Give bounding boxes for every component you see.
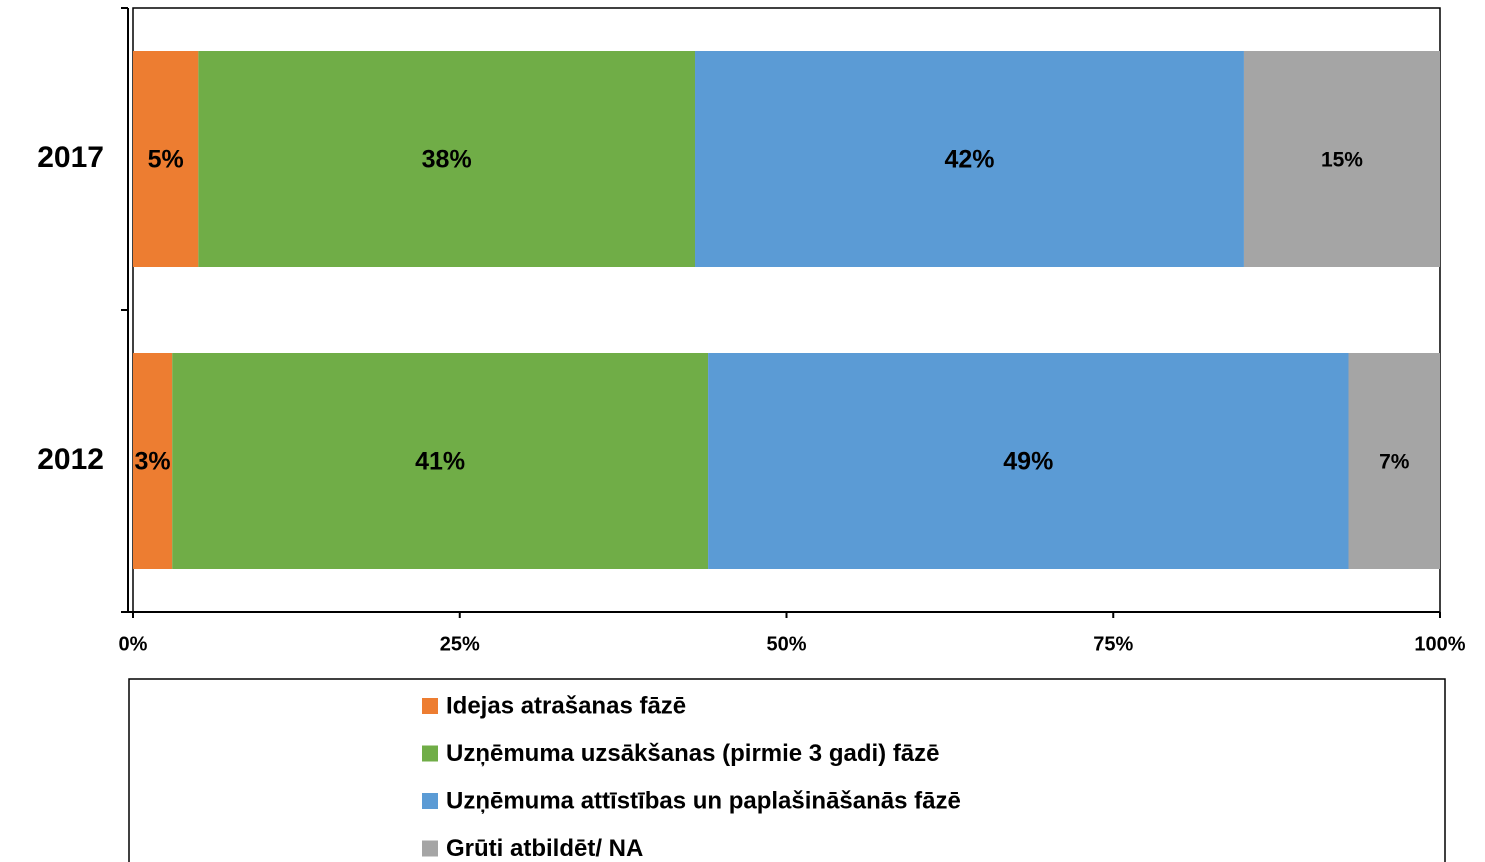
data-label: 15% [1321, 149, 1363, 172]
x-tick-label: 25% [440, 633, 480, 655]
bar-segment [1348, 353, 1440, 569]
bar-segment [172, 353, 709, 569]
legend-swatch [422, 793, 438, 809]
data-label: 41% [415, 448, 465, 476]
data-label: 49% [1003, 448, 1053, 476]
x-tick-label: 50% [766, 633, 806, 655]
legend-box [128, 678, 1446, 862]
legend-swatch [422, 840, 438, 857]
category-label: 2012 [37, 443, 104, 476]
x-tick-label: 75% [1093, 633, 1133, 655]
bar-segment [708, 353, 1349, 569]
x-tick-label: 0% [119, 633, 148, 655]
bar-segment [1243, 51, 1440, 267]
legend-label: Uzņēmuma attīstības un paplašināšanās fā… [446, 787, 961, 814]
category-label: 2017 [37, 141, 104, 174]
legend-label: Grūti atbildēt/ NA [446, 835, 643, 862]
bar-segment [695, 51, 1244, 267]
data-label: 42% [944, 146, 994, 174]
bar-segment [198, 51, 696, 267]
bar-segment [133, 353, 173, 569]
data-label: 5% [148, 146, 184, 174]
data-label: 7% [1379, 451, 1410, 474]
x-tick-label: 100% [1414, 633, 1465, 655]
legend-swatch [422, 698, 438, 714]
legend-label: Uzņēmuma uzsākšanas (pirmie 3 gadi) fāzē [446, 740, 940, 767]
data-label: 38% [422, 146, 472, 174]
legend-swatch [422, 745, 438, 762]
data-label: 3% [135, 448, 171, 476]
legend-label: Idejas atrašanas fāzē [446, 692, 686, 719]
bar-segment [133, 51, 199, 267]
